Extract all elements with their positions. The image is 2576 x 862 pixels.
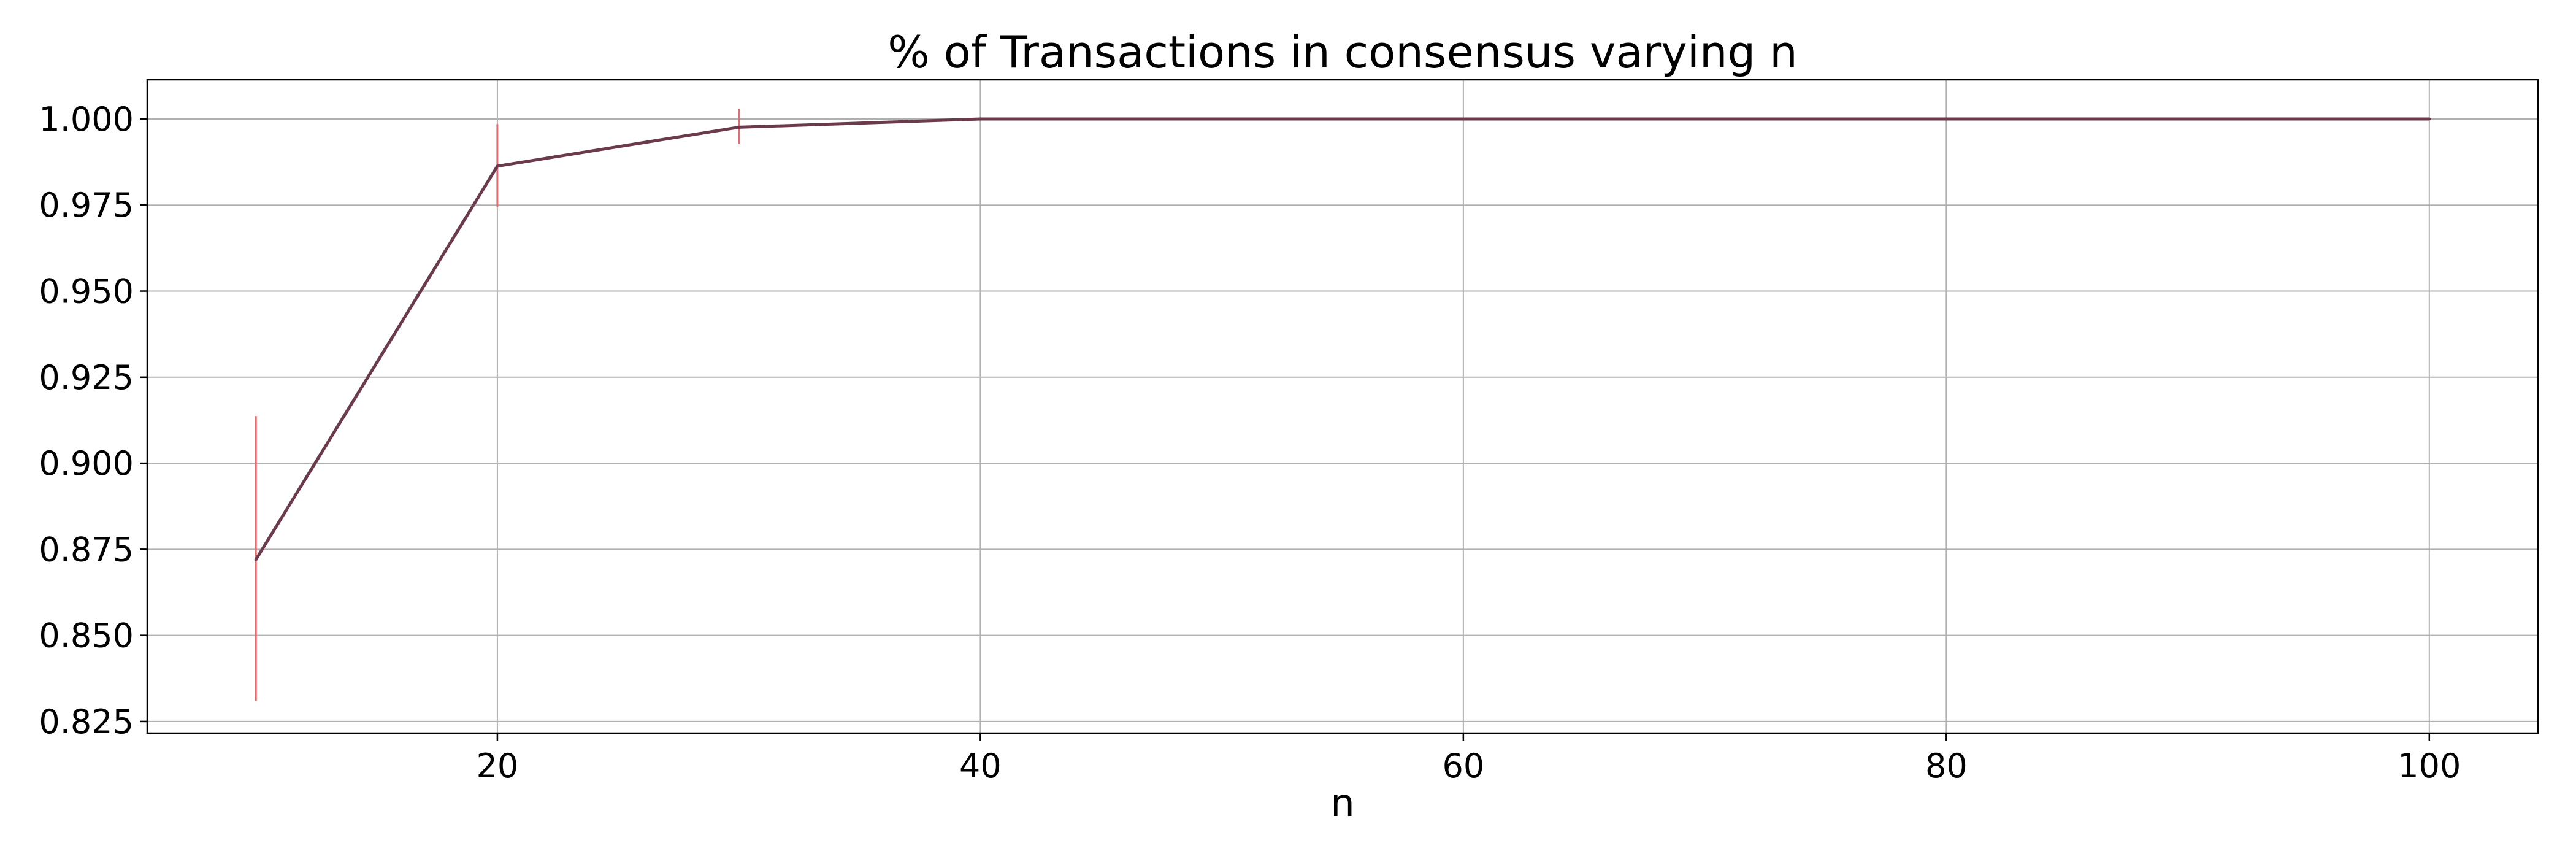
axis-ticks: 20 40 60 80 100 0.825 0.850 0.875 0.900 0.925 0.95… bbox=[39, 100, 2461, 785]
data-point bbox=[2187, 117, 2190, 120]
x-tick-label: 40 bbox=[959, 747, 1002, 785]
y-tick-label: 0.950 bbox=[39, 272, 134, 311]
data-point bbox=[496, 164, 499, 167]
y-tick-label: 0.825 bbox=[39, 702, 134, 741]
data-point bbox=[1462, 117, 1465, 120]
y-tick-label: 0.925 bbox=[39, 358, 134, 397]
x-axis-label: n bbox=[1330, 780, 1354, 825]
y-tick-label: 0.900 bbox=[39, 444, 134, 483]
data-point bbox=[255, 558, 258, 561]
data-point bbox=[979, 117, 982, 120]
y-tick-label: 0.975 bbox=[39, 186, 134, 225]
y-tick-label: 0.850 bbox=[39, 617, 134, 655]
chart-title: % of Transactions in consensus varying n bbox=[887, 26, 1797, 78]
data-point bbox=[2428, 117, 2431, 120]
x-tick-label: 80 bbox=[1925, 747, 1968, 785]
y-tick-label: 1.000 bbox=[39, 100, 134, 139]
x-tick-label: 100 bbox=[2398, 747, 2461, 785]
data-point bbox=[737, 126, 740, 129]
y-tick-label: 0.875 bbox=[39, 530, 134, 569]
grid bbox=[147, 80, 2538, 733]
series-line bbox=[256, 119, 2429, 560]
data-point bbox=[1221, 117, 1224, 120]
data-point bbox=[1945, 117, 1948, 120]
data-point bbox=[1703, 117, 1706, 120]
series-lines bbox=[255, 117, 2431, 561]
x-tick-label: 60 bbox=[1443, 747, 1485, 785]
x-tick-label: 20 bbox=[477, 747, 519, 785]
